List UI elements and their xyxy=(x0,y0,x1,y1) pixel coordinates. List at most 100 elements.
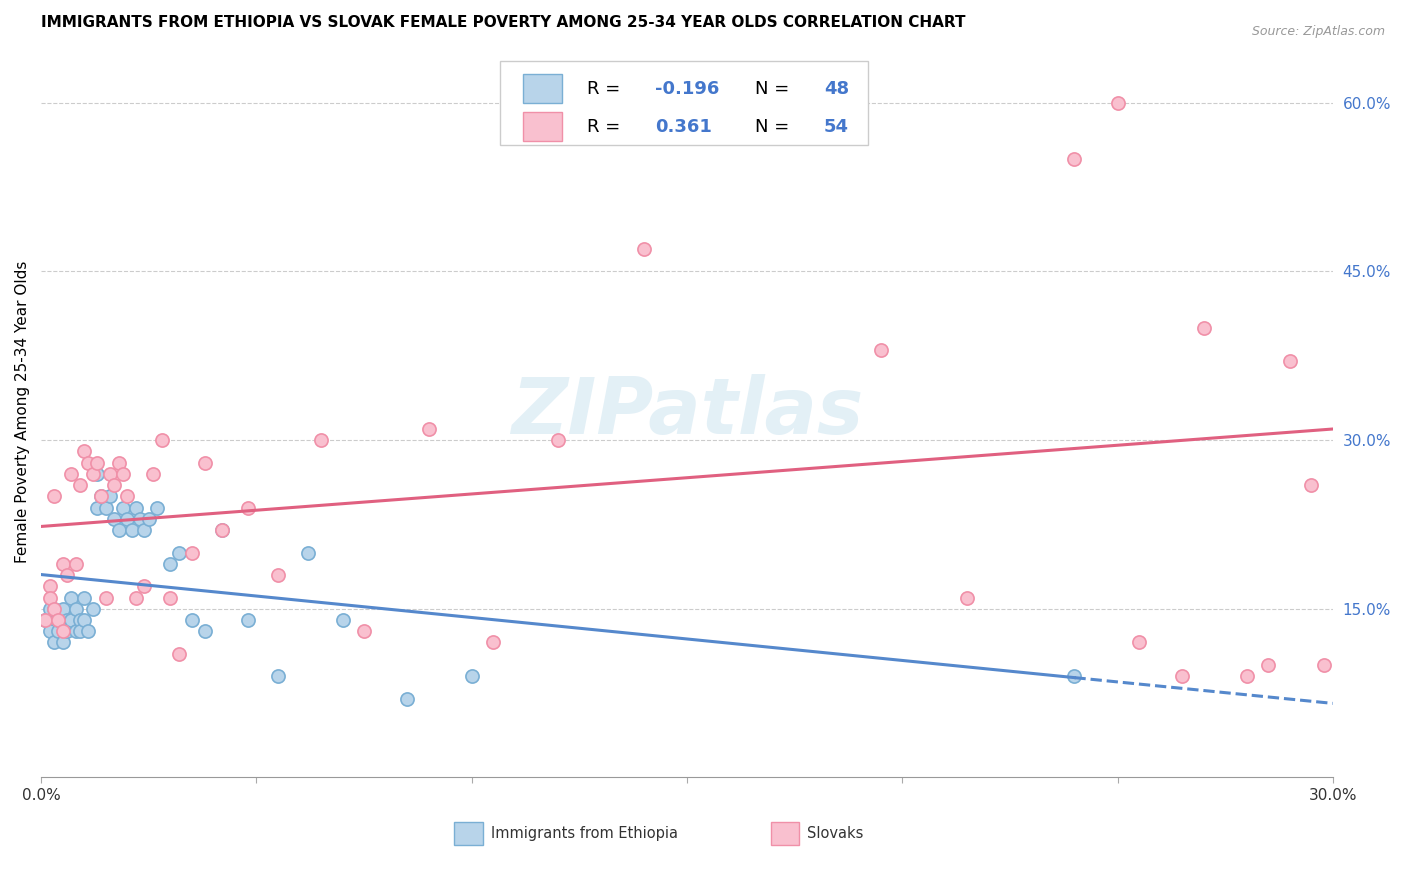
Point xyxy=(134,523,156,537)
Point xyxy=(77,624,100,639)
Point xyxy=(194,456,217,470)
Text: Immigrants from Ethiopia: Immigrants from Ethiopia xyxy=(491,826,678,841)
Text: 48: 48 xyxy=(824,79,849,98)
Point xyxy=(869,343,891,357)
Point xyxy=(46,613,69,627)
Point xyxy=(73,591,96,605)
Point xyxy=(65,624,87,639)
Point xyxy=(34,613,56,627)
Point xyxy=(73,444,96,458)
Point xyxy=(46,613,69,627)
Point xyxy=(1236,669,1258,683)
Point xyxy=(267,669,290,683)
Point xyxy=(38,579,60,593)
Point xyxy=(77,456,100,470)
Point xyxy=(159,557,181,571)
Point xyxy=(482,635,505,649)
Point xyxy=(98,489,121,503)
Point xyxy=(56,568,79,582)
Point xyxy=(90,489,112,503)
Point xyxy=(418,422,440,436)
Point xyxy=(1107,95,1129,110)
Point xyxy=(42,635,65,649)
Point xyxy=(52,601,75,615)
Point xyxy=(460,669,482,683)
Point xyxy=(167,647,190,661)
Text: -0.196: -0.196 xyxy=(655,79,718,98)
Point xyxy=(52,557,75,571)
Point xyxy=(138,512,160,526)
Point xyxy=(65,601,87,615)
Point xyxy=(1063,669,1085,683)
Point xyxy=(60,613,83,627)
Point xyxy=(211,523,233,537)
Point xyxy=(146,500,169,515)
Point xyxy=(1278,354,1301,368)
Text: 0.361: 0.361 xyxy=(655,118,711,136)
Point xyxy=(107,456,129,470)
Point xyxy=(783,95,806,110)
Point xyxy=(52,635,75,649)
Text: IMMIGRANTS FROM ETHIOPIA VS SLOVAK FEMALE POVERTY AMONG 25-34 YEAR OLDS CORRELAT: IMMIGRANTS FROM ETHIOPIA VS SLOVAK FEMAL… xyxy=(41,15,966,30)
Point xyxy=(65,557,87,571)
Point xyxy=(86,500,108,515)
Point xyxy=(718,129,741,144)
Point xyxy=(267,568,290,582)
FancyBboxPatch shape xyxy=(499,61,868,145)
Point xyxy=(150,433,173,447)
Point xyxy=(111,467,134,481)
Point xyxy=(56,613,79,627)
Point xyxy=(236,613,259,627)
Text: N =: N = xyxy=(755,79,796,98)
Point xyxy=(73,613,96,627)
Point xyxy=(142,467,165,481)
Point xyxy=(180,613,202,627)
Point xyxy=(159,591,181,605)
Point xyxy=(194,624,217,639)
Point xyxy=(38,624,60,639)
Point xyxy=(211,523,233,537)
Point xyxy=(94,500,117,515)
Point xyxy=(60,467,83,481)
Text: Source: ZipAtlas.com: Source: ZipAtlas.com xyxy=(1251,25,1385,38)
Point xyxy=(396,691,419,706)
Point xyxy=(86,467,108,481)
Point xyxy=(69,624,91,639)
Point xyxy=(332,613,354,627)
Point xyxy=(82,467,104,481)
Point xyxy=(46,624,69,639)
Point xyxy=(547,433,569,447)
Point xyxy=(86,456,108,470)
Point xyxy=(1313,657,1336,672)
Point xyxy=(134,579,156,593)
Point xyxy=(69,613,91,627)
Point xyxy=(42,601,65,615)
Point xyxy=(309,433,332,447)
Point xyxy=(38,591,60,605)
Point xyxy=(42,489,65,503)
Point xyxy=(236,500,259,515)
Bar xyxy=(770,822,800,846)
Point xyxy=(115,489,138,503)
Point xyxy=(167,545,190,559)
Point xyxy=(1301,478,1323,492)
Point xyxy=(1257,657,1279,672)
Point xyxy=(353,624,375,639)
Point xyxy=(180,545,202,559)
Point xyxy=(111,500,134,515)
Point xyxy=(107,523,129,537)
Point xyxy=(633,242,655,256)
Text: N =: N = xyxy=(755,118,796,136)
Text: R =: R = xyxy=(588,79,627,98)
Point xyxy=(103,512,125,526)
Point xyxy=(129,512,152,526)
Point xyxy=(69,478,91,492)
Point xyxy=(38,601,60,615)
Point xyxy=(125,591,148,605)
Point xyxy=(1128,635,1150,649)
Bar xyxy=(454,822,482,846)
Y-axis label: Female Poverty Among 25-34 Year Olds: Female Poverty Among 25-34 Year Olds xyxy=(15,260,30,563)
Point xyxy=(42,601,65,615)
Point xyxy=(1063,152,1085,166)
Point xyxy=(82,601,104,615)
